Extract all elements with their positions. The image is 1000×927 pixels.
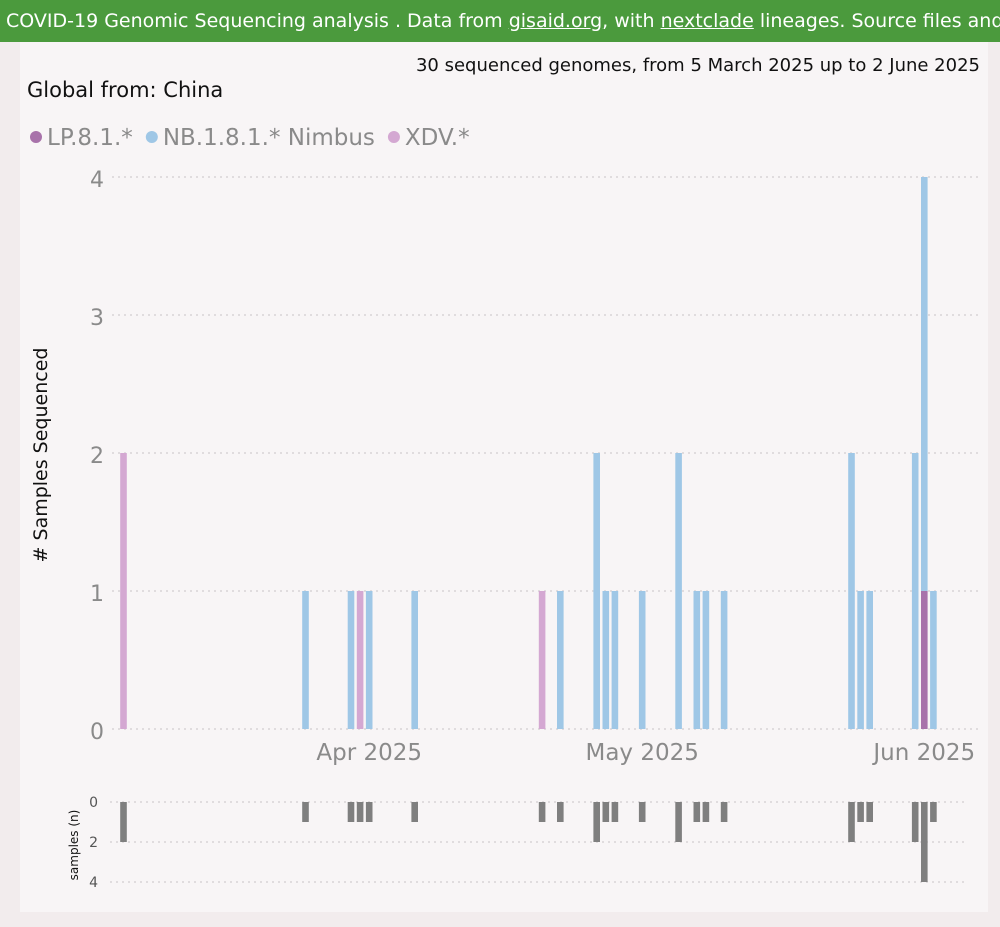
- bar: [911, 453, 919, 729]
- mini-y-axis-label: samples (n): [67, 810, 81, 881]
- bar: [921, 177, 928, 591]
- bar: [866, 591, 873, 729]
- bar: [347, 591, 355, 729]
- chart-panel: [20, 42, 988, 912]
- bar: [857, 591, 864, 729]
- bar: [557, 591, 564, 729]
- mini-bar: [365, 802, 373, 822]
- bar: [365, 591, 373, 729]
- bar: [921, 591, 928, 729]
- header-banner: COVID-19 Genomic Sequencing analysis . D…: [0, 0, 1000, 42]
- y-tick-label: 4: [90, 168, 104, 193]
- mini-bar: [356, 802, 364, 822]
- banner-text-2: , with: [602, 10, 661, 32]
- mini-bar: [720, 802, 728, 822]
- mini-bar: [693, 802, 701, 822]
- mini-bar: [302, 802, 309, 822]
- legend-swatch: [387, 131, 400, 143]
- mini-bar: [857, 802, 864, 822]
- mini-bar: [602, 802, 610, 822]
- mini-bar: [702, 802, 710, 822]
- x-tick-label: Apr 2025: [316, 740, 422, 766]
- mini-bar: [538, 802, 546, 822]
- bar: [693, 591, 701, 729]
- bar: [593, 453, 600, 729]
- mini-bar: [593, 802, 600, 842]
- x-tick-label: Jun 2025: [871, 740, 975, 766]
- mini-bar: [911, 802, 919, 842]
- y-tick-label: 2: [90, 444, 104, 469]
- legend-label: NB.1.8.1.* Nimbus: [163, 125, 375, 151]
- bar: [611, 591, 619, 729]
- mini-y-tick-label: 2: [89, 835, 98, 851]
- bar: [930, 591, 937, 729]
- x-tick-label: May 2025: [585, 740, 698, 766]
- legend-swatch: [30, 131, 42, 143]
- mini-bar: [557, 802, 564, 822]
- bar: [720, 591, 728, 729]
- mini-y-tick-label: 0: [89, 795, 98, 811]
- mini-bar: [921, 802, 928, 882]
- banner-text-1: COVID-19 Genomic Sequencing analysis . D…: [6, 10, 509, 32]
- bar: [120, 453, 127, 729]
- y-tick-label: 0: [90, 720, 104, 745]
- legend-label: XDV.*: [405, 125, 470, 151]
- mini-bar: [675, 802, 682, 842]
- gisaid-link[interactable]: gisaid.org: [508, 10, 603, 32]
- mini-bar: [347, 802, 355, 822]
- mini-bar: [120, 802, 127, 842]
- bar: [538, 591, 546, 729]
- bar: [638, 591, 646, 729]
- mini-bar: [866, 802, 873, 822]
- legend-swatch: [145, 131, 158, 143]
- bar: [675, 453, 682, 729]
- legend-label: LP.8.1.*: [47, 125, 133, 151]
- mini-bar: [930, 802, 937, 822]
- chart-title: Global from: China: [27, 78, 224, 102]
- banner-text-3: lineages. Source files and more info: [759, 10, 1000, 32]
- mini-bar: [611, 802, 619, 822]
- nextclade-link[interactable]: nextclade: [660, 10, 754, 32]
- y-tick-label: 3: [90, 306, 104, 331]
- mini-bar: [638, 802, 646, 822]
- mini-bar: [411, 802, 418, 822]
- bar: [848, 453, 855, 729]
- bar: [302, 591, 309, 729]
- bar: [602, 591, 610, 729]
- y-tick-label: 1: [90, 582, 104, 607]
- bar: [356, 591, 364, 729]
- bar: [411, 591, 418, 729]
- sequence-summary: 30 sequenced genomes, from 5 March 2025 …: [415, 55, 980, 76]
- y-axis-label: # Samples Sequenced: [30, 348, 52, 563]
- bar: [702, 591, 710, 729]
- mini-y-tick-label: 4: [89, 875, 98, 891]
- mini-bar: [848, 802, 855, 842]
